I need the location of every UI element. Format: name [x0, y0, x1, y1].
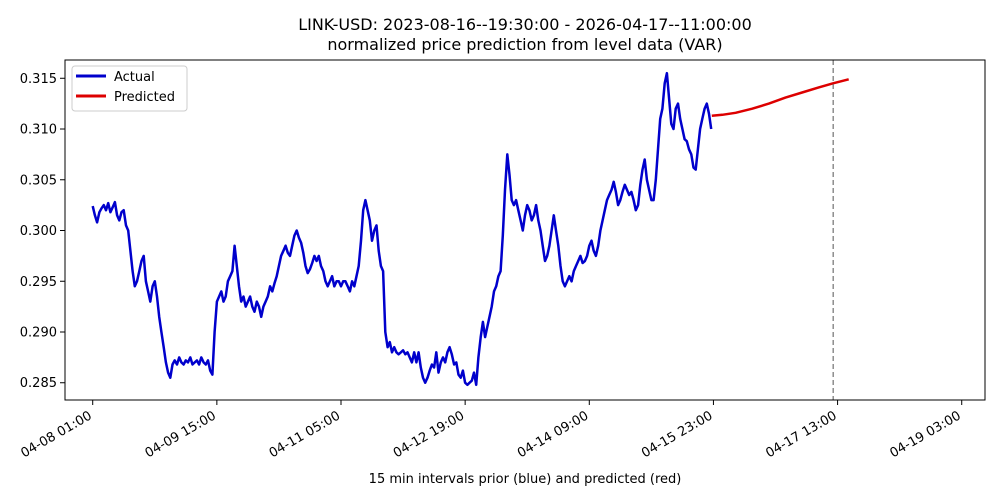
y-tick-label: 0.300 [20, 224, 57, 239]
y-tick-label: 0.290 [20, 326, 57, 341]
y-tick-label: 0.285 [20, 376, 57, 391]
y-tick-label: 0.310 [20, 123, 57, 138]
x-tick-label: 04-08 01:00 [18, 408, 94, 461]
chart-subtitle: normalized price prediction from level d… [327, 35, 722, 54]
legend: Actual Predicted [71, 65, 188, 112]
series-line-actual [91, 71, 713, 387]
x-tick-label: 04-19 03:00 [887, 408, 963, 461]
y-tick-label: 0.295 [20, 275, 57, 290]
y-tick-label: 0.315 [20, 72, 57, 87]
plot-frame [64, 59, 986, 401]
y-axis-ticks: 0.285 0.290 0.295 0.300 0.305 0.310 0.315 [20, 72, 65, 391]
x-tick-label: 04-11 05:00 [267, 408, 343, 461]
x-tick-label: 04-12 19:00 [391, 408, 467, 461]
y-tick-label: 0.305 [20, 173, 57, 188]
x-axis-label: 15 min intervals prior (blue) and predic… [369, 472, 682, 487]
legend-predicted-label: Predicted [114, 90, 175, 105]
x-tick-label: 04-15 23:00 [639, 408, 715, 461]
x-tick-label: 04-14 09:00 [515, 408, 591, 461]
plot-area [91, 60, 850, 400]
legend-actual-label: Actual [114, 70, 155, 85]
x-tick-label: 04-09 15:00 [143, 408, 219, 461]
chart-title: LINK-USD: 2023-08-16--19:30:00 - 2026-04… [298, 15, 752, 34]
series-line-predicted [711, 78, 850, 118]
x-tick-label: 04-17 13:00 [763, 408, 839, 461]
x-axis-ticks: 04-08 01:00 04-09 15:00 04-11 05:00 04-12 1… [18, 400, 964, 461]
